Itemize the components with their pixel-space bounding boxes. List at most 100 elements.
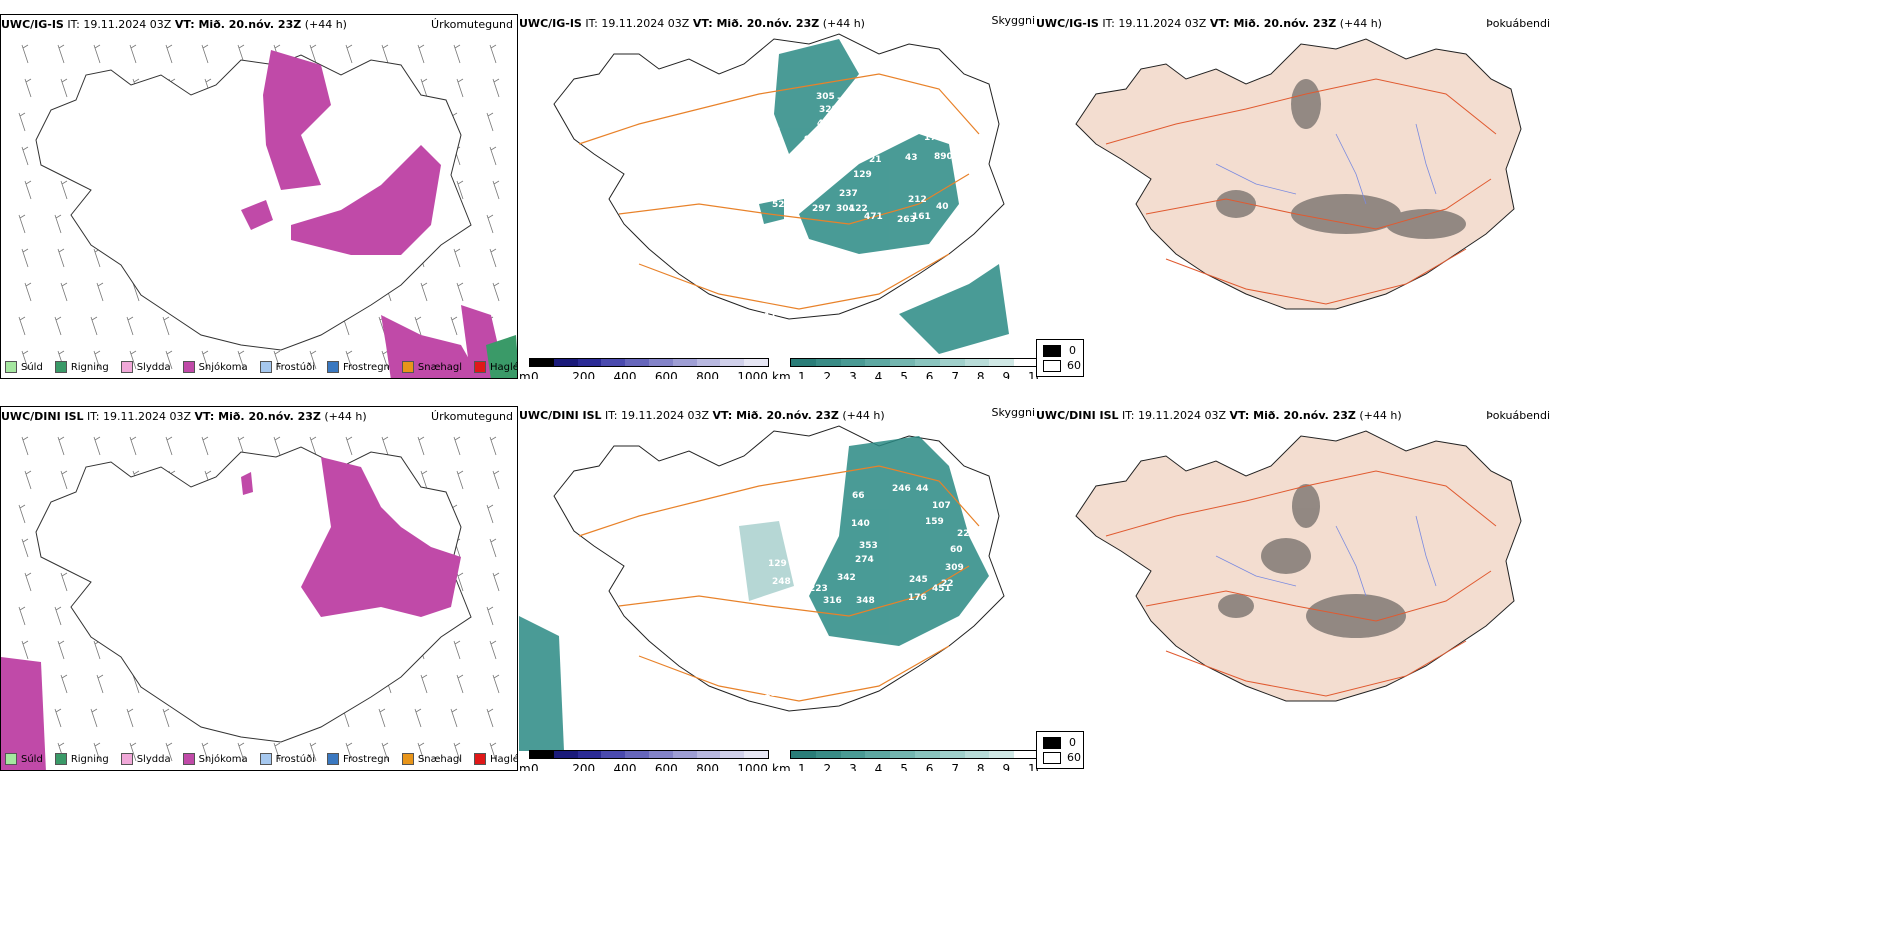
wind-barb	[309, 742, 317, 762]
colorbar-segment	[989, 359, 1015, 366]
legend-swatch	[54, 361, 67, 373]
wind-barb	[60, 78, 68, 98]
cloud-value-label: 129	[768, 559, 787, 569]
wind-barb	[162, 316, 170, 336]
wind-barb	[90, 316, 98, 336]
wind-barb	[456, 572, 464, 592]
legend-label: Haglél	[490, 753, 517, 765]
colorbar-m-top: m 0 200 400 600 800 1000	[519, 358, 769, 379]
wind-barb	[381, 44, 389, 64]
wind-barb	[60, 180, 68, 200]
colorbar-m-bottom: m 0 200 400 600 800 1000	[519, 750, 769, 771]
wind-barb	[492, 282, 500, 302]
wind-barb	[54, 316, 62, 336]
colorbar-tick-label: 0	[531, 370, 539, 379]
colorbar-segment	[672, 359, 697, 366]
precip-type-panel-top: UWC/IG-IS IT: 19.11.2024 03Z VT: Mið. 20…	[0, 14, 518, 379]
wind-barb	[18, 606, 26, 626]
legend-label: Snjókoma	[198, 753, 248, 765]
cloud-value-label: 40	[936, 202, 949, 212]
cloud-value-label: 36	[768, 127, 781, 137]
panel-header: UWC/IG-IS IT: 19.11.2024 03Z VT: Mið. 20…	[519, 17, 865, 30]
lead-time: (+44 h)	[1359, 409, 1402, 422]
colorbar-segment	[939, 359, 965, 366]
colorbar-km-bottom: km 1 2 3 4 5 6 7 8 9 10	[772, 750, 1039, 771]
roads	[1105, 470, 1497, 697]
cloud-value-label: 122	[849, 204, 868, 214]
model-name: UWC/DINI ISL	[1, 410, 84, 423]
wind-barb	[237, 742, 245, 762]
valid-time: VT: Mið. 20.nóv. 23Z	[712, 409, 839, 422]
colorbar-segment	[840, 359, 866, 366]
model-name: UWC/DINI ISL	[1036, 409, 1119, 422]
fog-legend-bottom: 0 60	[1036, 731, 1084, 769]
colorbar-segment	[840, 751, 866, 758]
colorbar-tick-label: 2	[823, 370, 832, 379]
wind-barb	[381, 436, 389, 456]
cloud-value-label: 30	[859, 137, 872, 147]
wind-barb	[165, 44, 173, 64]
colorbar-tick-label: 3	[849, 762, 857, 771]
init-time: IT: 19.11.2024 03Z	[67, 18, 172, 31]
wind-barb	[57, 640, 65, 660]
colorbar-tick-label: 8	[976, 370, 985, 379]
cloud-value-label: 263	[897, 215, 916, 225]
cloud-value-label: 66	[852, 491, 865, 501]
fog-map-bottom	[1075, 430, 1522, 702]
legend-label: Rigning	[70, 753, 109, 765]
cloud-value-label: 140	[851, 519, 870, 529]
unit-label: km	[772, 370, 791, 379]
wind-barb	[21, 640, 29, 660]
colorbar-segment	[625, 359, 649, 366]
wind-barb	[54, 606, 62, 626]
legend-item: Snjókoma	[182, 361, 248, 373]
cloud-value-label: 11	[764, 312, 777, 322]
wind-barb	[165, 742, 173, 762]
colorbar-segment	[964, 751, 990, 758]
colorbar-tick-label: 4	[874, 762, 883, 771]
wind-barb	[129, 44, 137, 64]
cloud-value-label: 348	[856, 596, 875, 606]
cloud-value-label: 17	[924, 133, 937, 143]
colorbar-tick-label: 9	[1002, 762, 1011, 771]
colorbar-tick-label: 9	[1002, 370, 1011, 379]
colorbar-segment	[744, 751, 768, 758]
lead-time: (+44 h)	[304, 18, 347, 31]
wind-barb	[96, 282, 104, 302]
wind-barb	[129, 436, 137, 456]
cloud-value-label: 406	[817, 119, 836, 129]
colorbar-segment	[791, 359, 816, 366]
wind-barb	[60, 470, 68, 490]
wind-barb	[450, 708, 458, 728]
legend-label: Rigning	[70, 361, 109, 373]
colorbar-km	[790, 750, 1039, 759]
cloud-value-label: 44	[916, 484, 929, 494]
panel-header: UWC/IG-IS IT: 19.11.2024 03Z VT: Mið. 20…	[1036, 17, 1382, 30]
legend-swatch	[182, 361, 195, 373]
colorbar-tick-label: 1000	[737, 762, 768, 771]
colorbar-tick-label: 0	[531, 762, 539, 771]
colorbar-tick-label: 600	[654, 370, 678, 379]
wind-barb	[93, 44, 101, 64]
legend-label: Snjókoma	[198, 361, 248, 373]
wind-barb	[24, 282, 32, 302]
fog-legend-light-label: 60	[1067, 751, 1081, 764]
legend-swatch	[401, 753, 414, 765]
legend-item: Snjókoma	[182, 753, 248, 765]
wind-barb	[456, 180, 464, 200]
cloud-panel-bottom: 317 246 44 66 107 140 169 159 22 353 274 129 342 60 30…	[519, 406, 1039, 771]
colorbar-segment	[1014, 751, 1039, 758]
cloud-value-label: 245	[909, 575, 928, 585]
wind-barb	[453, 640, 461, 660]
legend-swatch	[259, 361, 272, 373]
colorbar-segment	[696, 359, 721, 366]
wind-barb	[129, 350, 137, 370]
cloud-value-label: 353	[859, 541, 878, 551]
wind-barb	[486, 606, 494, 626]
colorbar-tick-label: 4	[874, 370, 883, 379]
panel-title: Skyggni	[991, 406, 1035, 419]
cloud-value-label: 297	[812, 204, 831, 214]
precip-legend: Súld Rigning Slydda Snjókoma Frostúði Frostre…	[5, 361, 517, 373]
cloud-map-bottom: 317 246 44 66 107 140 169 159 22 353 274 129 342 60 30…	[519, 425, 1005, 751]
legend-item: Rigning	[54, 753, 109, 765]
